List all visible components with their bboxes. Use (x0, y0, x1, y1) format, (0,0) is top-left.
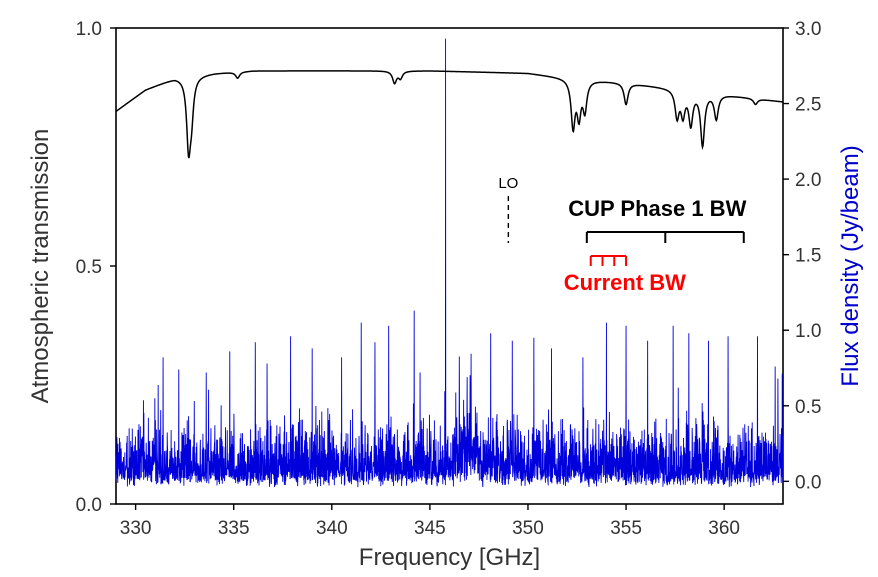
x-tick-label: 330 (120, 518, 152, 539)
y-right-tick-label: 3.0 (795, 19, 821, 40)
y-right-tick-label: 0.5 (795, 397, 821, 418)
y-left-axis-title: Atmospheric transmission (27, 129, 54, 404)
y-right-tick-label: 0.0 (795, 472, 821, 493)
y-right-tick-label: 1.5 (795, 246, 821, 267)
y-right-tick-label: 2.5 (795, 95, 821, 116)
plot-frame (115, 27, 784, 505)
flux-series-line (115, 38, 784, 488)
cup-bw-label: CUP Phase 1 BW (568, 196, 746, 221)
y-right-axis-title: Flux density (Jy/beam) (837, 145, 864, 386)
y-left-tick-label: 0.5 (76, 257, 102, 278)
x-tick-label: 345 (414, 518, 446, 539)
y-right-tick-label: 2.0 (795, 170, 821, 191)
x-tick-label: 350 (512, 518, 544, 539)
x-tick-label: 340 (316, 518, 348, 539)
x-tick-label: 335 (218, 518, 250, 539)
transmission-series-line (115, 70, 784, 159)
y-left-tick-label: 1.0 (76, 19, 102, 40)
y-left-tick-label: 0.0 (76, 495, 102, 516)
x-tick-label: 360 (708, 518, 740, 539)
x-axis-title: Frequency [GHz] (359, 544, 540, 571)
current-bw-label: Current BW (564, 270, 686, 295)
x-tick-label: 355 (610, 518, 642, 539)
y-right-tick-label: 1.0 (795, 321, 821, 342)
lo-label: LO (498, 175, 518, 192)
